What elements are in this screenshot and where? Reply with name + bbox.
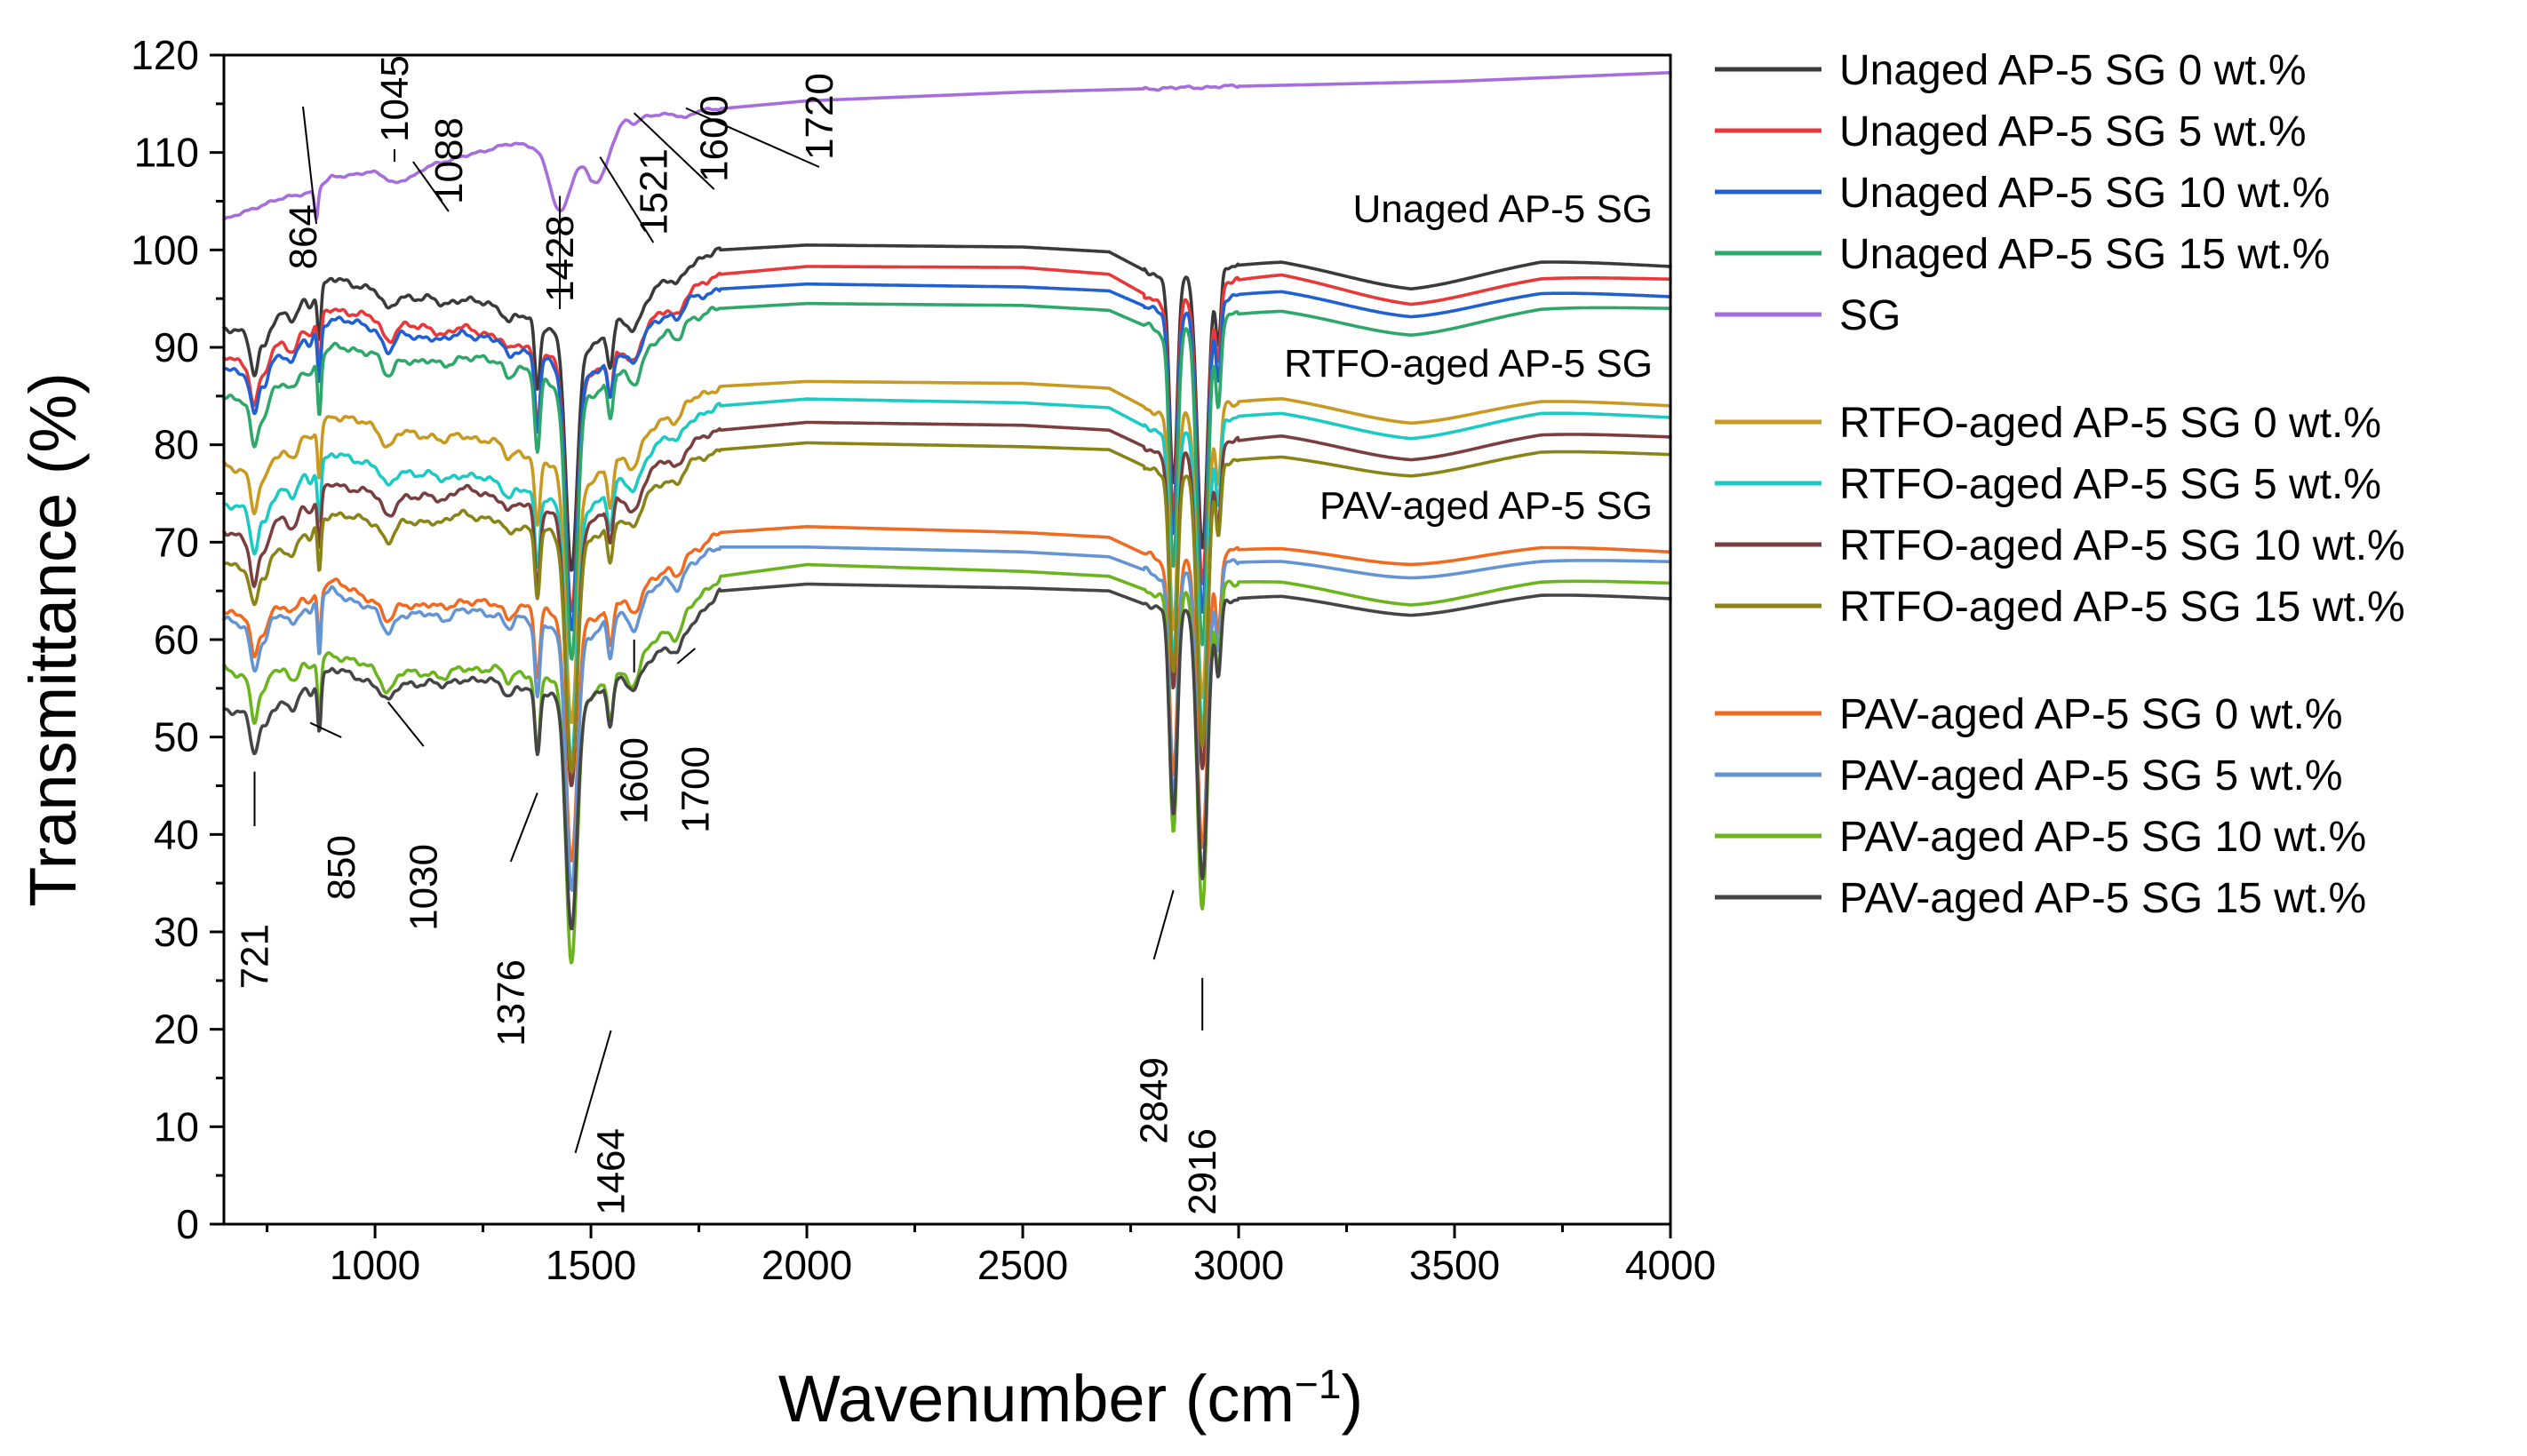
annotation-leader <box>634 112 715 190</box>
peak-label: 721 <box>234 924 277 989</box>
peak-label: 1521 <box>632 148 675 235</box>
series-line <box>222 562 1672 965</box>
x-axis-title-main: Wavenumber (cm <box>778 1362 1295 1436</box>
x-axis-title-close: ) <box>1341 1362 1363 1436</box>
annotation-leader <box>412 161 450 212</box>
y-tick-label: 30 <box>154 909 199 955</box>
legend-label: PAV-aged AP-5 SG 0 wt.% <box>1839 691 2343 738</box>
legend-label: Unaged AP-5 SG 0 wt.% <box>1839 47 2307 94</box>
peak-label: 1428 <box>538 215 582 302</box>
annotation-leader <box>302 106 317 225</box>
x-tick-label: 3000 <box>1193 1242 1284 1288</box>
group-label-rtfo: RTFO-aged AP-5 SG <box>1284 342 1653 386</box>
series-line <box>222 379 1672 724</box>
x-axis-title-sup: −1 <box>1295 1361 1341 1407</box>
peak-label: 1464 <box>590 1128 634 1215</box>
y-tick-label: 110 <box>134 130 199 176</box>
peak-label: 2916 <box>1181 1128 1224 1215</box>
legend-label: RTFO-aged AP-5 SG 10 wt.% <box>1839 522 2405 569</box>
x-tick-label: 4000 <box>1625 1242 1716 1288</box>
legend-label: PAV-aged AP-5 SG 5 wt.% <box>1839 752 2343 800</box>
peak-label: 1088 <box>427 117 471 204</box>
legend: Unaged AP-5 SG 0 wt.% Unaged AP-5 SG 5 wt… <box>1715 47 2405 922</box>
legend-label: RTFO-aged AP-5 SG 0 wt.% <box>1839 400 2381 447</box>
peak-label: 1600 <box>613 737 657 824</box>
series-line <box>222 265 1672 613</box>
legend-label: PAV-aged AP-5 SG 15 wt.% <box>1839 875 2366 922</box>
y-tick-label: 90 <box>154 324 199 370</box>
annotation-leader <box>599 156 655 243</box>
x-tick-label: 3500 <box>1409 1242 1500 1288</box>
legend-label: PAV-aged AP-5 SG 10 wt.% <box>1839 814 2366 861</box>
y-tick-label: 100 <box>131 227 199 273</box>
annotation-leader <box>574 1030 612 1154</box>
peak-label: 850 <box>320 835 363 900</box>
peak-label: 1600 <box>693 95 737 182</box>
series-line <box>222 525 1672 863</box>
series-layer <box>222 70 1672 965</box>
legend-label: RTFO-aged AP-5 SG 5 wt.% <box>1839 461 2381 508</box>
x-tick-label: 2000 <box>761 1242 852 1288</box>
y-axis-title: Transmittance (%) <box>16 372 90 907</box>
series-line <box>222 282 1672 632</box>
y-tick-label: 10 <box>154 1103 199 1150</box>
peak-label: 1700 <box>674 746 717 833</box>
x-tick-label: 1000 <box>330 1242 420 1288</box>
legend-label: Unaged AP-5 SG 5 wt.% <box>1839 108 2307 155</box>
annotation-leader <box>1152 889 1175 960</box>
y-tick-label: 80 <box>154 422 199 468</box>
peak-label: 1030 <box>403 844 446 931</box>
y-tick-label: 60 <box>154 617 199 663</box>
peak-label: 1045 <box>373 55 417 142</box>
annotation-leader <box>509 792 538 863</box>
group-label-pav: PAV-aged AP-5 SG <box>1319 484 1653 528</box>
annotation-leader <box>387 701 425 747</box>
annotation-leader <box>309 721 342 738</box>
y-tick-label: 70 <box>154 519 199 565</box>
y-tick-label: 20 <box>154 1006 199 1053</box>
legend-label: SG <box>1839 292 1901 339</box>
series-line <box>222 243 1672 572</box>
series-line <box>222 545 1672 892</box>
series-line <box>222 301 1672 661</box>
series-line <box>222 441 1672 774</box>
peak-label: 864 <box>282 204 325 269</box>
series-line <box>222 420 1672 787</box>
y-tick-label: 40 <box>154 811 199 857</box>
x-axis-title: Wavenumber (cm−1) <box>778 1361 1363 1436</box>
y-tick-label: 50 <box>154 714 199 760</box>
legend-label: Unaged AP-5 SG 10 wt.% <box>1839 170 2330 217</box>
axes: 0 10 20 30 40 50 60 70 80 90 100 110 120 1000 1500 2000… <box>131 32 1716 1288</box>
series-line <box>222 582 1672 931</box>
x-tick-label: 2500 <box>977 1242 1068 1288</box>
group-labels: Unaged AP-5 SG RTFO-aged AP-5 SG PAV-age… <box>1284 187 1653 528</box>
y-tick-label: 120 <box>131 32 199 78</box>
group-label-unaged: Unaged AP-5 SG <box>1352 187 1653 231</box>
series-line <box>222 397 1672 763</box>
x-tick-label: 1500 <box>546 1242 636 1288</box>
annotation-leader <box>676 648 696 664</box>
y-tick-label: 0 <box>176 1201 199 1247</box>
peak-label: 1376 <box>490 959 533 1046</box>
series-line <box>222 70 1672 222</box>
legend-label: RTFO-aged AP-5 SG 15 wt.% <box>1839 584 2405 631</box>
peak-label: 2849 <box>1133 1057 1176 1144</box>
peak-label: 1720 <box>798 73 841 160</box>
annotation-leader <box>685 107 820 168</box>
legend-label: Unaged AP-5 SG 15 wt.% <box>1839 231 2330 278</box>
